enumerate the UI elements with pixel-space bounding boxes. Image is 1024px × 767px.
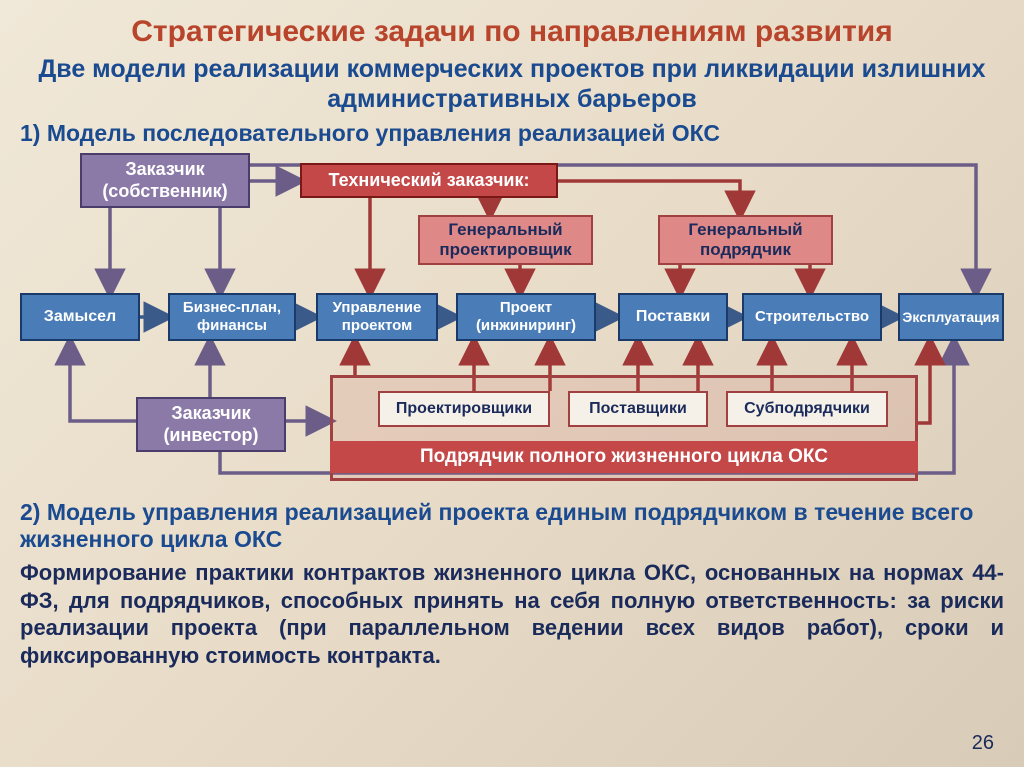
node-supply: Поставки: [618, 293, 728, 341]
node-oper: Эксплуатация: [898, 293, 1004, 341]
node-suppliers: Поставщики: [568, 391, 708, 427]
arrow-investor-idea: [70, 341, 140, 421]
slide: Стратегические задачи по направлениям ра…: [0, 0, 1024, 767]
node-pm: Управление проектом: [316, 293, 438, 341]
lifecycle-contractor-label: Подрядчик полного жизненного цикла ОКС: [330, 441, 918, 473]
arrow-container-oper2: [918, 341, 930, 423]
node-project: Проект (инжиниринг): [456, 293, 596, 341]
node-gencontr: Генеральный подрядчик: [658, 215, 833, 265]
node-owner: Заказчик (собственник): [80, 153, 250, 208]
node-idea: Замысел: [20, 293, 140, 341]
body-paragraph: Формирование практики контрактов жизненн…: [20, 559, 1004, 669]
model1-heading: 1) Модель последовательного управления р…: [20, 120, 1004, 147]
node-investor: Заказчик (инвестор): [136, 397, 286, 452]
node-designers: Проектировщики: [378, 391, 550, 427]
node-constr: Строительство: [742, 293, 882, 341]
slide-title: Стратегические задачи по направлениям ра…: [20, 15, 1004, 49]
model2-heading: 2) Модель управления реализацией проекта…: [20, 499, 1004, 553]
page-number: 26: [972, 732, 994, 755]
slide-subtitle: Две модели реализации коммерческих проек…: [20, 54, 1004, 114]
node-bizplan: Бизнес-план, финансы: [168, 293, 296, 341]
node-techcust: Технический заказчик:: [300, 163, 558, 198]
node-gendesign: Генеральный проектировщик: [418, 215, 593, 265]
node-subcontr: Субподрядчики: [726, 391, 888, 427]
flowchart-diagram: Подрядчик полного жизненного цикла ОКС За…: [20, 153, 1004, 491]
arrow-techcust-gencontr: [558, 181, 740, 215]
